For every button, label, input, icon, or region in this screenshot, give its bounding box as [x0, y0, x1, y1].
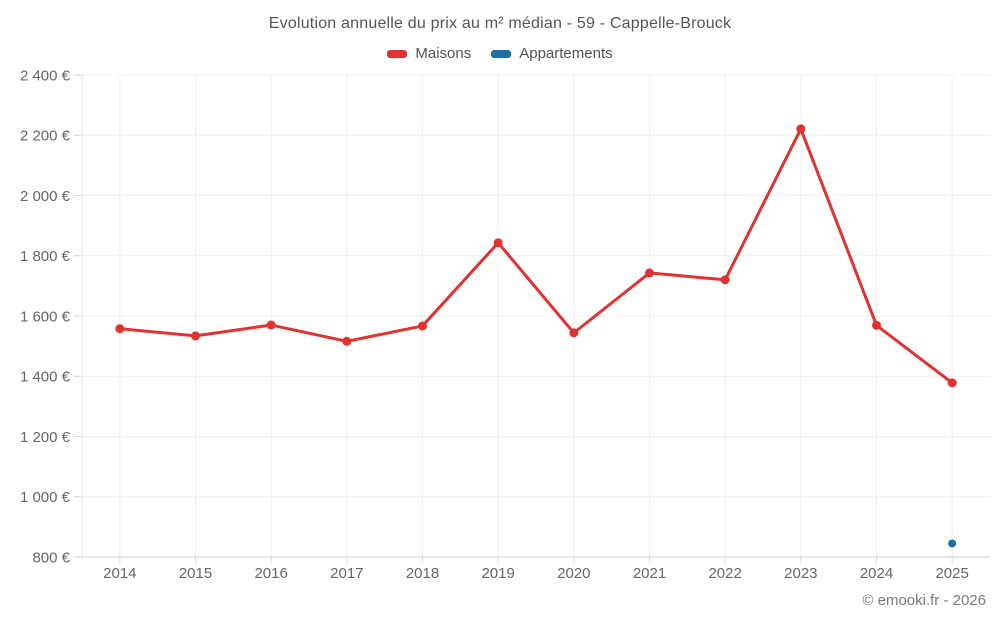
legend-item-appartements[interactable]: Appartements — [491, 45, 613, 62]
x-tick-label: 2017 — [330, 565, 363, 582]
y-tick-label: 1 600 € — [20, 308, 71, 325]
y-tick-label: 2 200 € — [20, 128, 71, 145]
maisons-data-point-2022[interactable] — [720, 275, 730, 285]
maisons-data-point-2015[interactable] — [191, 331, 200, 341]
maisons-data-point-2017[interactable] — [342, 336, 352, 346]
x-tick-label: 2018 — [406, 565, 439, 582]
x-tick-label: 2025 — [935, 565, 968, 582]
maisons-line — [118, 127, 954, 385]
x-tick-label: 2014 — [103, 565, 136, 582]
legend-label-maisons: Maisons — [415, 45, 472, 62]
y-tick-label: 1 800 € — [20, 248, 71, 265]
x-tick-label: 2021 — [633, 565, 666, 582]
y-tick-label: 1 000 € — [20, 489, 71, 506]
maisons-data-point-2025[interactable] — [947, 378, 957, 388]
watermark: © emooki.fr - 2026 — [862, 592, 986, 609]
maisons-data-point-2018[interactable] — [418, 321, 427, 331]
y-tick-label: 2 000 € — [20, 188, 71, 205]
x-tick-label: 2023 — [784, 565, 817, 582]
y-tick-label: 1 200 € — [20, 429, 71, 446]
x-tick-label: 2015 — [179, 565, 212, 582]
appartements-data-point-2025[interactable] — [948, 539, 957, 548]
maisons-data-point-2023[interactable] — [796, 124, 806, 134]
maisons-data-point-2019[interactable] — [493, 238, 503, 248]
maisons-data-point-2014[interactable] — [115, 324, 125, 334]
maisons-data-point-2016[interactable] — [266, 320, 276, 330]
x-tick-label: 2022 — [708, 565, 741, 582]
chart-title: Evolution annuelle du prix au m² médian … — [268, 15, 732, 32]
maisons-data-point-2020[interactable] — [569, 328, 579, 338]
x-tick-label: 2020 — [557, 565, 590, 582]
x-tick-label: 2019 — [481, 565, 514, 582]
x-tick-label: 2024 — [860, 565, 893, 582]
y-tick-label: 2 400 € — [20, 67, 71, 84]
legend-label-appartements: Appartements — [519, 45, 613, 62]
y-tick-label: 1 400 € — [20, 369, 71, 386]
y-tick-label: 800 € — [32, 549, 70, 566]
maisons-data-point-2024[interactable] — [872, 320, 881, 330]
legend-item-maisons[interactable]: Maisons — [387, 45, 471, 62]
chart-legend: Maisons Appartements — [0, 45, 1000, 62]
maisons-legend-swatch-icon — [387, 49, 408, 58]
maisons-data-point-2021[interactable] — [645, 268, 654, 278]
x-tick-label: 2016 — [254, 565, 287, 582]
appartements-legend-swatch-icon — [491, 49, 512, 58]
